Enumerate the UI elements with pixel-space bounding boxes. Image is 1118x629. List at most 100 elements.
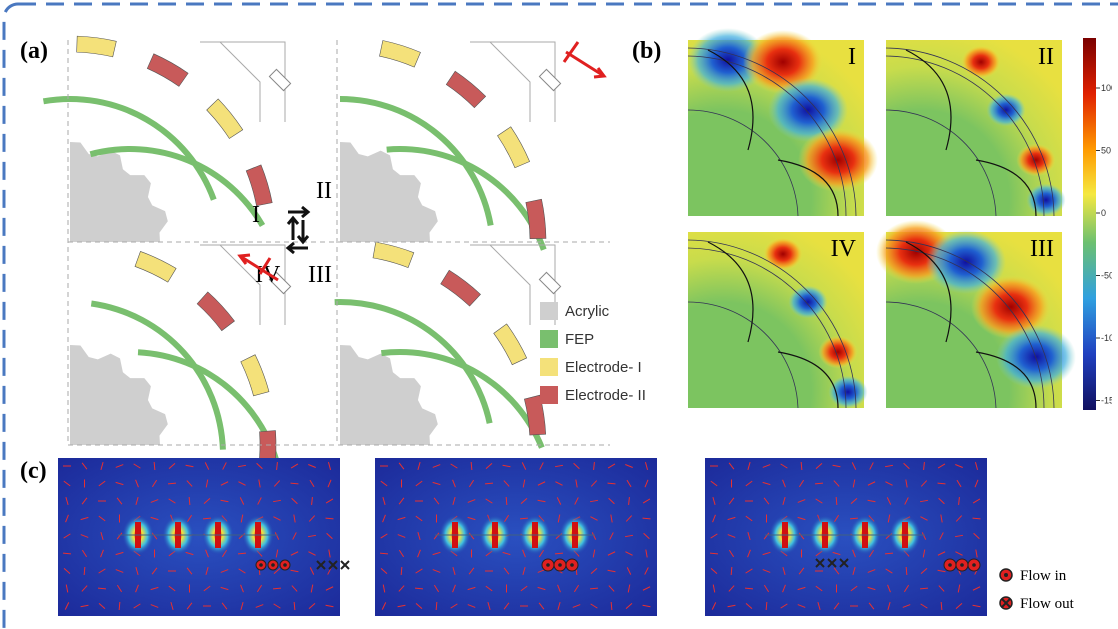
flow-out	[341, 561, 349, 569]
electrode	[77, 36, 117, 57]
field-arrow	[119, 602, 120, 610]
field-arrow	[168, 483, 176, 484]
flow-field	[375, 458, 657, 616]
field-arrow	[506, 497, 507, 505]
panel-label: (c)	[20, 458, 47, 484]
field-arrow	[380, 553, 388, 554]
cycle-arrows	[288, 207, 308, 253]
field-arrow	[815, 483, 823, 484]
electrode	[380, 41, 421, 68]
flow-field	[58, 458, 349, 616]
legend-text: FEP	[565, 331, 594, 348]
flow-in-dot	[271, 563, 275, 567]
legend-text: Flow in	[1020, 568, 1067, 584]
field-arrow	[415, 588, 423, 589]
rect-shape	[540, 358, 558, 376]
field-arrow	[63, 553, 71, 554]
field-arrow	[555, 553, 563, 554]
field-lobe	[961, 46, 1000, 79]
flow-in-dot	[546, 563, 550, 567]
state-label: III	[308, 262, 332, 288]
rect-shape	[540, 386, 558, 404]
field-arrow	[471, 462, 472, 470]
state-label: I	[252, 202, 260, 228]
field-arrow	[98, 588, 106, 589]
field-arrow	[611, 602, 612, 610]
colorbar-tick-label: 100	[1101, 83, 1116, 93]
electrode	[441, 270, 481, 306]
flow-in-dot	[259, 563, 263, 567]
field-arrow	[590, 588, 598, 589]
field-lobe	[1016, 144, 1055, 177]
legend-text: Electrode- II	[565, 387, 646, 404]
flow-in-dot	[283, 563, 287, 567]
electrode	[197, 292, 234, 331]
map-label: IV	[831, 236, 857, 262]
flow-in-dot	[960, 563, 964, 567]
load	[539, 69, 560, 90]
figure: (a) I II III IV Acrylic FEP Electrode- I…	[0, 0, 1118, 629]
field-arrow	[801, 462, 802, 470]
colorbar	[1083, 38, 1096, 410]
field-arrow	[273, 588, 281, 589]
electrode	[207, 99, 243, 139]
path-shape	[288, 243, 308, 253]
path-shape	[288, 207, 308, 217]
electrode	[241, 355, 269, 396]
flow-in-dot	[558, 563, 562, 567]
legend-text: Acrylic	[565, 303, 610, 320]
electrode	[147, 54, 188, 87]
field-arrow	[84, 567, 85, 575]
field-arrow	[731, 567, 732, 575]
field-lobe	[1026, 184, 1065, 217]
flow-legend: Flow in Flow out	[1000, 568, 1075, 612]
potential-maps: IIIIVIII	[688, 28, 1076, 408]
material-legend: Acrylic FEP Electrode- I Electrode- II	[540, 302, 646, 404]
field-arrow	[401, 567, 402, 575]
electrode	[498, 127, 530, 168]
path-shape	[288, 218, 298, 240]
circle-shape	[1004, 573, 1008, 577]
field-lobe	[763, 238, 802, 271]
device-schematics	[43, 36, 561, 474]
colorbar-tick-label: -50	[1101, 271, 1114, 281]
field-background	[705, 458, 987, 616]
acrylic-rotor	[70, 345, 168, 445]
field-arrow	[294, 602, 295, 610]
legend-text: Electrode- I	[565, 359, 642, 376]
field-arrow	[766, 602, 767, 610]
potential-map: II	[886, 40, 1066, 216]
field-lobe	[828, 376, 867, 409]
field-lobe	[798, 128, 878, 192]
electrode	[526, 199, 546, 239]
acrylic-rotor	[340, 142, 438, 242]
rect-shape	[540, 330, 558, 348]
schematic	[340, 41, 561, 251]
path-shape	[566, 52, 604, 77]
field-background	[375, 458, 657, 616]
colorbar-tick-label: -150	[1101, 396, 1118, 406]
state-label: II	[316, 178, 332, 204]
potential-map: I	[688, 28, 878, 216]
load	[269, 69, 290, 90]
field-arrow	[941, 602, 942, 610]
electrode	[246, 165, 272, 206]
field-arrow	[436, 602, 437, 610]
potential-map: IV	[688, 232, 868, 408]
colorbar-tick-label: 50	[1101, 146, 1111, 156]
flow-in-dot	[948, 563, 952, 567]
schematic	[335, 242, 561, 449]
electrode	[373, 242, 414, 267]
flow-in-dot	[972, 563, 976, 567]
field-background	[58, 458, 340, 616]
legend-text: Flow out	[1020, 596, 1075, 612]
map-label: II	[1038, 44, 1054, 70]
field-arrow	[710, 553, 718, 554]
field-arrow	[885, 553, 893, 554]
rect-shape	[540, 302, 558, 320]
path-shape	[298, 220, 308, 242]
colorbar-tick-label: 0	[1101, 208, 1106, 218]
flow-in-dot	[570, 563, 574, 567]
field-arrow	[238, 553, 246, 554]
